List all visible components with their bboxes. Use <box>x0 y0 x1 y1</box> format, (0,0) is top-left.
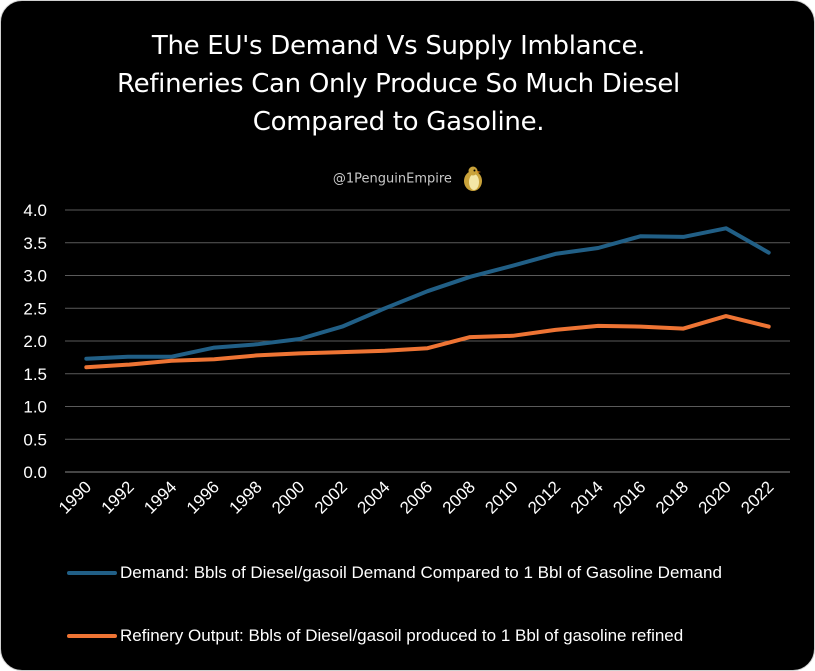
watermark: @1PenguinEmpire <box>1 166 814 192</box>
title-line-3: Compared to Gasoline. <box>252 107 545 137</box>
title-line-1: The EU's Demand Vs Supply Imblance. <box>151 31 646 61</box>
x-tick-label: 2020 <box>695 477 735 517</box>
x-tick-label: 2006 <box>396 477 436 517</box>
y-tick-label: 1.0 <box>23 398 47 417</box>
y-tick-label: 2.5 <box>23 299 47 318</box>
x-tick-label: 2012 <box>524 477 564 517</box>
chart-title: The EU's Demand Vs Supply Imblance. Refi… <box>41 27 756 141</box>
x-tick-label: 2010 <box>481 477 521 517</box>
x-tick-label: 2004 <box>353 477 393 517</box>
x-tick-label: 1996 <box>183 477 223 517</box>
y-tick-label: 0.5 <box>23 430 47 449</box>
legend-item-demand: Demand: Bbls of Diesel/gasoil Demand Com… <box>67 561 767 611</box>
y-tick-label: 2.0 <box>23 332 47 351</box>
series-line-demand <box>84 226 771 361</box>
watermark-handle: @1PenguinEmpire <box>332 171 452 187</box>
penguin-logo-icon <box>464 166 483 191</box>
x-tick-label: 1994 <box>140 477 180 517</box>
series-line-refinery-output <box>84 314 771 370</box>
legend-label-refinery-output: Refinery Output: Bbls of Diesel/gasoil p… <box>120 626 684 645</box>
legend-swatch-demand <box>67 571 117 575</box>
x-tick-label: 2018 <box>652 477 692 517</box>
x-tick-label: 2000 <box>268 477 308 517</box>
legend-label-demand: Demand: Bbls of Diesel/gasoil Demand Com… <box>120 563 722 582</box>
y-tick-label: 4.0 <box>23 201 47 220</box>
y-tick-label: 1.5 <box>23 365 47 384</box>
y-tick-label: 0.0 <box>23 463 47 482</box>
x-tick-label: 1998 <box>226 477 266 517</box>
title-line-2: Refineries Can Only Produce So Much Dies… <box>117 69 680 99</box>
legend-item-refinery-output: Refinery Output: Bbls of Diesel/gasoil p… <box>67 624 767 650</box>
x-tick-label: 2014 <box>567 477 607 517</box>
y-tick-label: 3.5 <box>23 234 47 253</box>
x-tick-label: 2008 <box>439 477 479 517</box>
x-tick-label: 2016 <box>609 477 649 517</box>
x-tick-label: 1992 <box>98 477 138 517</box>
legend-swatch-refinery-output <box>67 634 117 638</box>
y-tick-label: 3.0 <box>23 267 47 286</box>
x-tick-label: 2022 <box>737 477 777 517</box>
x-tick-label: 2002 <box>311 477 351 517</box>
x-tick-label: 1990 <box>55 477 95 517</box>
